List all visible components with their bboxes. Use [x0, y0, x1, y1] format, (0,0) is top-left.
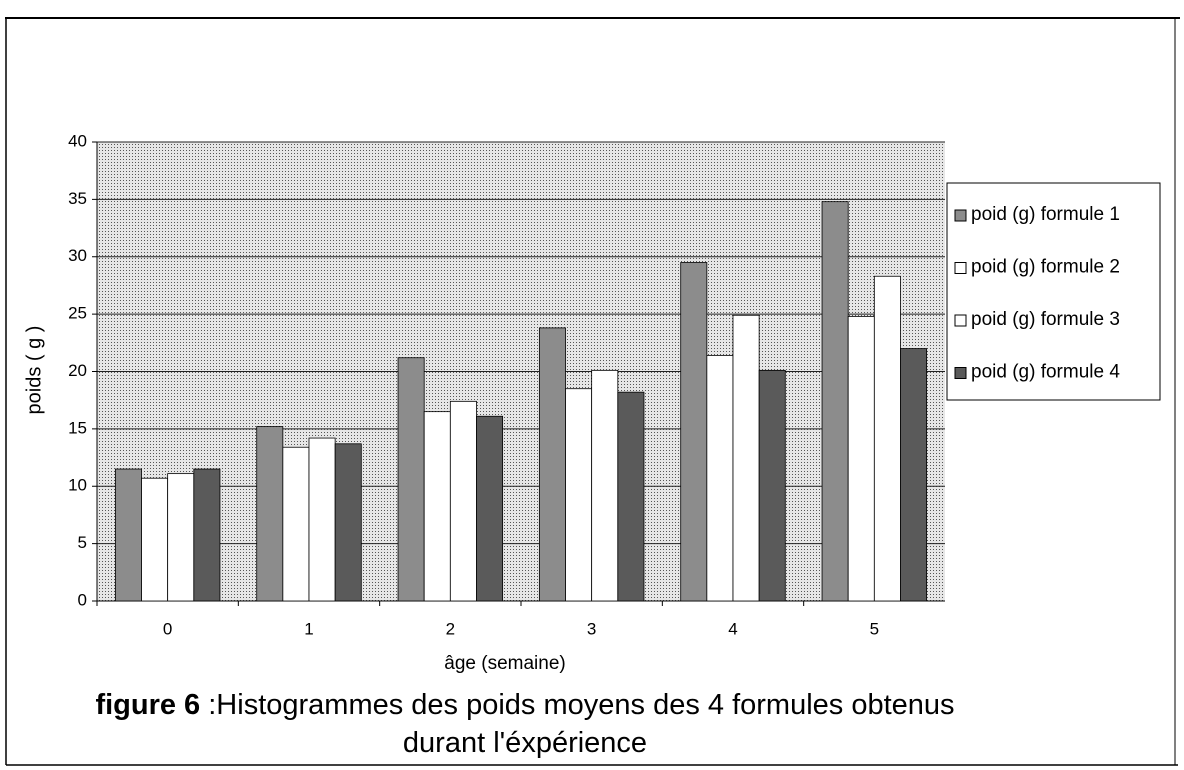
- chart-title: figure 6 :Histogrammes des poids moyens …: [95, 686, 955, 762]
- bar: [732, 314, 760, 602]
- legend-swatch: [954, 209, 967, 222]
- bar: [680, 262, 708, 602]
- bar: [565, 388, 593, 602]
- legend-swatch: [954, 314, 967, 327]
- bar: [538, 327, 566, 602]
- bar: [821, 201, 849, 602]
- bar: [141, 477, 169, 602]
- title-text: :Histogrammes des poids moyens des 4 for…: [208, 689, 955, 759]
- bar: [256, 426, 284, 602]
- bar: [334, 443, 362, 602]
- bar: [282, 446, 310, 602]
- bar: [617, 391, 645, 602]
- bar: [114, 468, 142, 602]
- legend-label: poid (g) formule 2: [971, 257, 1120, 278]
- x-tick-label: 5: [870, 619, 879, 638]
- y-tick-label: 20: [68, 361, 87, 380]
- bar: [449, 400, 477, 602]
- bar: [591, 369, 619, 602]
- bar: [308, 437, 336, 602]
- bar: [900, 348, 928, 602]
- y-axis-label: poids ( g ): [23, 326, 45, 415]
- bar: [758, 369, 786, 602]
- y-tick-label: 15: [68, 418, 87, 437]
- x-axis-label: âge (semaine): [444, 653, 565, 674]
- legend-label: poid (g) formule 1: [971, 204, 1120, 225]
- y-tick-label: 5: [78, 533, 87, 552]
- y-tick-label: 30: [68, 246, 87, 265]
- x-tick-label: 4: [728, 619, 737, 638]
- legend-box: [946, 182, 1161, 401]
- bar: [423, 411, 451, 602]
- y-tick-label: 10: [68, 476, 87, 495]
- y-tick-label: 35: [68, 189, 87, 208]
- y-tick-label: 40: [68, 131, 87, 150]
- bar: [873, 275, 901, 602]
- legend-label: poid (g) formule 4: [971, 362, 1120, 383]
- bar: [167, 473, 195, 602]
- bar: [476, 415, 504, 602]
- legend-swatch: [954, 262, 967, 274]
- bar: [193, 468, 221, 602]
- bar: [397, 357, 425, 602]
- legend-swatch: [954, 367, 967, 379]
- y-tick-label: 25: [68, 304, 87, 323]
- x-tick-label: 0: [163, 619, 172, 638]
- bar: [706, 355, 734, 602]
- x-tick-label: 1: [304, 619, 313, 638]
- figure-label: figure 6: [95, 689, 201, 721]
- y-tick-label: 0: [78, 590, 87, 609]
- x-tick-label: 2: [446, 619, 455, 638]
- legend-label: poid (g) formule 3: [971, 309, 1120, 330]
- bar: [847, 316, 875, 602]
- x-tick-label: 3: [587, 619, 596, 638]
